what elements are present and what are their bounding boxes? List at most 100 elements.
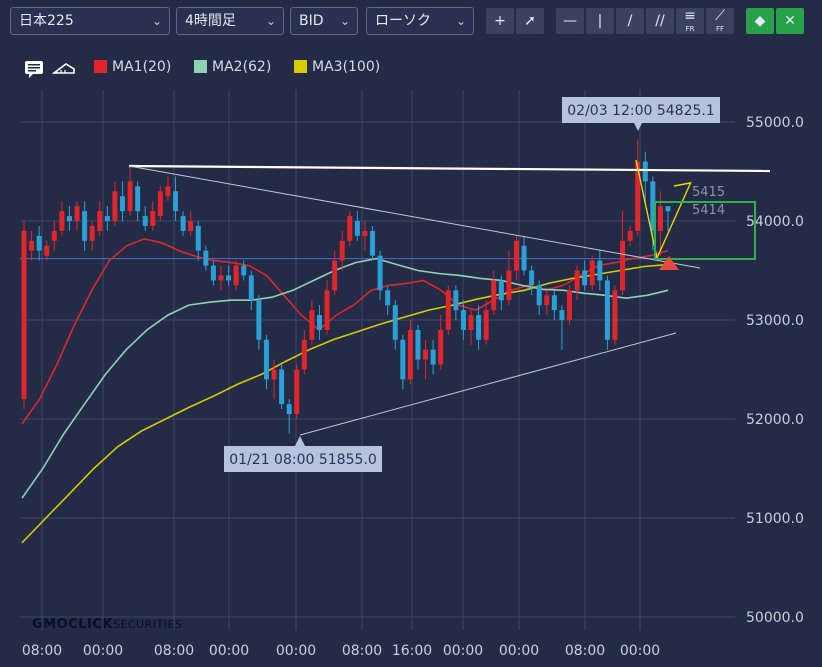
tool-sub-label: FF <box>715 25 725 33</box>
candle-body <box>430 349 436 365</box>
candle-body <box>203 250 209 266</box>
price-callout: 02/03 12:00 54825.1 <box>562 97 720 123</box>
candle-body <box>491 280 497 311</box>
candle-body <box>127 181 133 212</box>
ruler-icon[interactable] <box>52 60 76 76</box>
legend-label: MA3(100) <box>312 59 381 75</box>
candle-body <box>521 245 527 271</box>
trend-line-tool[interactable]: / <box>616 8 644 34</box>
x-tick-label: 08:00 <box>342 643 382 659</box>
candle-body <box>226 275 232 281</box>
candle-body <box>180 216 186 231</box>
candle-body <box>279 369 285 405</box>
chevron-down-icon: ⌄ <box>455 14 466 28</box>
symbol-select-value: 日本225 <box>19 13 74 29</box>
ma-line-1 <box>21 237 669 425</box>
fib-retracement-tool[interactable]: ≡ FR <box>676 8 704 34</box>
ma-line-3 <box>21 263 669 544</box>
candle-body <box>506 270 512 301</box>
candle-body <box>559 310 565 320</box>
legend-item-ma2: MA2(62) <box>194 59 271 75</box>
candle-body <box>385 290 391 306</box>
x-tick-label: 00:00 <box>209 643 249 659</box>
partial-price-label: 5415 <box>692 185 725 200</box>
candle-body <box>157 191 163 217</box>
candle-body <box>476 315 482 340</box>
candle-body <box>241 265 247 276</box>
vertical-line-icon: | <box>597 13 603 29</box>
candle-body <box>460 310 466 330</box>
candle-body <box>635 161 641 231</box>
candle-body <box>642 161 648 182</box>
fib-fan-tool[interactable]: ⟋ FF <box>706 8 734 34</box>
candle-body <box>82 211 88 241</box>
horizontal-line-tool[interactable]: — <box>556 8 584 34</box>
candle-body <box>423 349 429 360</box>
vertical-line-tool[interactable]: | <box>586 8 614 34</box>
callout-pointer-icon <box>634 123 642 131</box>
channel-icon: // <box>655 13 665 29</box>
candle-body <box>453 290 459 311</box>
candle-body <box>104 216 110 221</box>
timeframe-select[interactable]: 4時間足 ⌄ <box>176 7 284 35</box>
timeframe-select-value: 4時間足 <box>185 13 236 29</box>
candle-body <box>438 329 444 365</box>
delete-all-tool[interactable]: ✕ <box>776 8 804 34</box>
candle-body <box>627 230 633 241</box>
candle-body <box>620 240 626 291</box>
yellow-drawing <box>673 182 691 187</box>
eraser-tool[interactable]: ◆ <box>746 8 774 34</box>
candle-body <box>165 186 171 197</box>
callout-box <box>562 97 720 123</box>
comment-icon[interactable] <box>24 60 46 78</box>
candle-body <box>544 295 550 306</box>
brand-sub: SECURITIES <box>112 618 183 631</box>
crosshair-icon: + <box>494 13 506 29</box>
candle-body <box>21 230 27 400</box>
candle-body <box>248 275 254 301</box>
candle-body <box>415 329 421 360</box>
candle-body <box>362 230 368 236</box>
candle-body <box>589 260 595 286</box>
candle-body <box>218 275 224 281</box>
chart-type-select[interactable]: ローソク ⌄ <box>366 7 474 35</box>
trend-line-icon: / <box>627 13 633 29</box>
fib-fan-icon: ⟋ <box>715 8 725 24</box>
candle-body <box>582 270 588 286</box>
channel-tool[interactable]: // <box>646 8 674 34</box>
candle-body <box>665 206 671 212</box>
price-type-select[interactable]: BID ⌄ <box>290 7 358 35</box>
candle-body <box>119 196 125 212</box>
candle-body <box>513 240 519 271</box>
chevron-down-icon: ⌄ <box>265 14 276 28</box>
fib-retracement-icon: ≡ <box>684 8 696 24</box>
y-tick-label: 55000.0 <box>746 115 804 131</box>
legend-swatch <box>94 60 107 73</box>
candle-body <box>354 221 360 236</box>
x-tick-label: 00:00 <box>499 643 539 659</box>
candle-body <box>89 225 95 241</box>
pointer-tool[interactable]: ➚ <box>516 8 544 34</box>
candle-body <box>567 290 573 320</box>
x-tick-label: 00:00 <box>276 643 316 659</box>
price-callout: 01/21 08:00 51855.0 <box>224 446 382 472</box>
x-tick-label: 08:00 <box>22 643 62 659</box>
pointer-icon: ➚ <box>524 13 536 29</box>
candle-body <box>324 290 330 330</box>
x-tick-label: 08:00 <box>565 643 605 659</box>
candle-body <box>271 369 277 380</box>
candle-body <box>332 260 338 291</box>
price-type-select-value: BID <box>299 13 324 29</box>
candle-body <box>551 295 557 311</box>
candle-body <box>150 211 156 226</box>
eraser-icon: ◆ <box>754 13 766 29</box>
candle-body <box>210 265 216 281</box>
symbol-select[interactable]: 日本225 ⌄ <box>10 7 170 35</box>
legend-item-ma1: MA1(20) <box>94 59 171 75</box>
candle-body <box>597 260 603 281</box>
crosshair-tool[interactable]: + <box>486 8 514 34</box>
candle-body <box>188 221 194 231</box>
tool-sub-label: FR <box>685 25 695 33</box>
candle-body <box>309 310 315 340</box>
